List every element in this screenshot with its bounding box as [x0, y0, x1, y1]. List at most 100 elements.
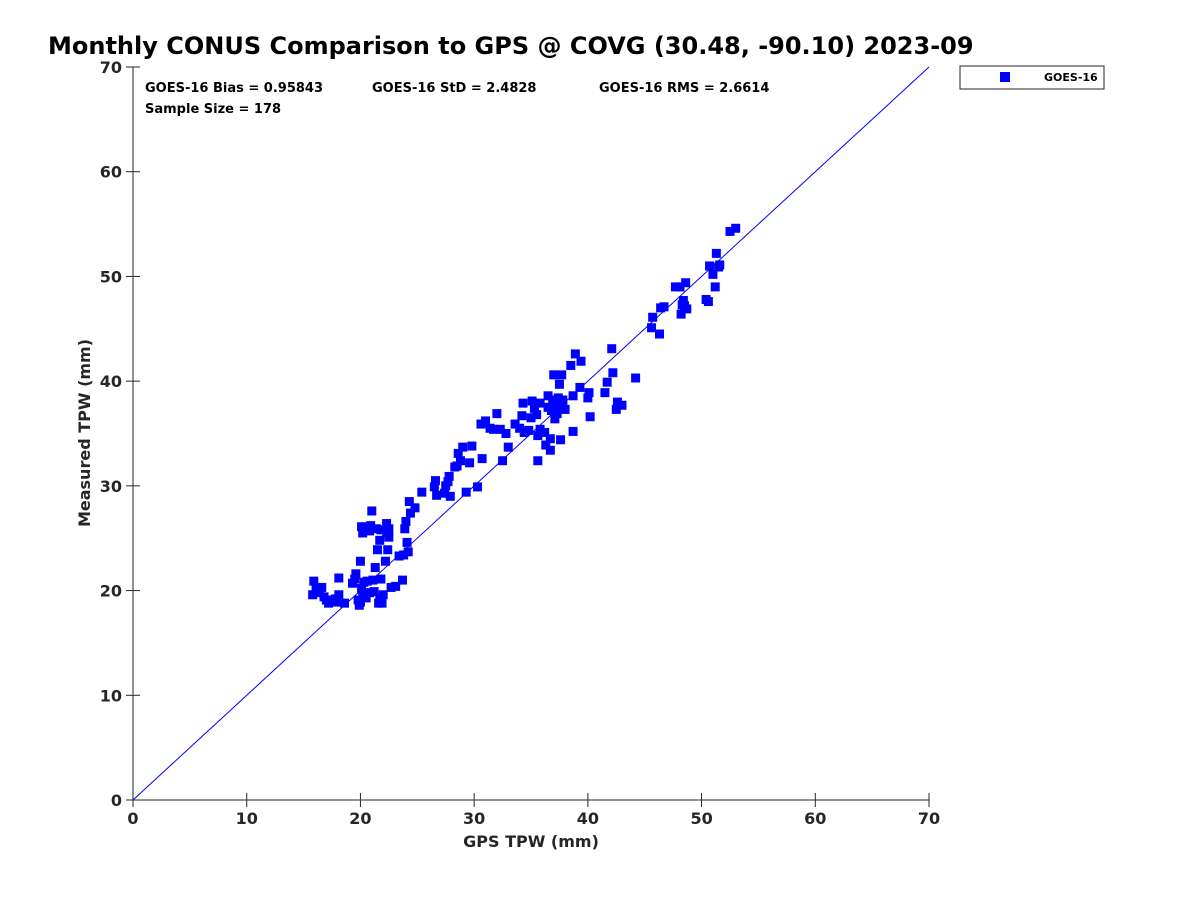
data-point: [309, 576, 319, 586]
data-point: [583, 393, 593, 403]
axis-ticks: 0 10 20 30 40 50 60 70 0 10 20 30 40 50 60 70: [100, 58, 940, 828]
data-point: [417, 487, 427, 497]
data-point: [648, 312, 658, 322]
data-point: [552, 409, 562, 419]
data-point: [631, 373, 641, 383]
data-point: [710, 282, 720, 292]
data-point: [308, 590, 318, 600]
x-tick-label: 50: [690, 809, 712, 828]
data-point: [365, 526, 375, 536]
data-point: [357, 583, 367, 593]
data-point: [647, 323, 657, 333]
y-tick-label: 50: [100, 267, 122, 286]
data-point: [404, 497, 414, 507]
sample-size-annotation: Sample Size = 178: [145, 102, 281, 117]
data-point: [382, 519, 392, 529]
data-point: [465, 458, 475, 468]
legend-marker: [1000, 72, 1010, 82]
data-point: [355, 597, 365, 607]
data-point: [557, 370, 567, 380]
x-tick-label: 20: [349, 809, 371, 828]
y-tick-label: 10: [100, 686, 122, 705]
data-point: [725, 226, 735, 236]
data-point: [371, 524, 381, 534]
data-point: [391, 581, 401, 591]
data-point: [401, 516, 411, 526]
data-point: [527, 396, 537, 406]
data-points: [308, 223, 741, 610]
y-tick-label: 70: [100, 58, 122, 77]
data-point: [477, 454, 487, 464]
chart-title: Monthly CONUS Comparison to GPS @ COVG (…: [48, 32, 974, 60]
data-point: [405, 508, 415, 518]
data-point: [566, 360, 576, 370]
data-point: [576, 356, 586, 366]
data-point: [617, 400, 627, 410]
data-point: [608, 368, 618, 378]
data-point: [524, 425, 534, 435]
data-point: [715, 260, 725, 270]
data-point: [384, 532, 394, 542]
data-point: [659, 302, 669, 312]
data-point: [607, 344, 617, 354]
data-point: [708, 269, 718, 279]
data-point: [380, 556, 390, 566]
data-point: [461, 487, 471, 497]
y-tick-label: 40: [100, 372, 122, 391]
data-point: [365, 588, 375, 598]
data-point: [384, 524, 394, 534]
data-point: [611, 404, 621, 414]
data-point: [334, 573, 344, 583]
data-point: [703, 297, 713, 307]
x-tick-label: 30: [463, 809, 485, 828]
data-point: [444, 471, 454, 481]
data-point: [394, 551, 404, 561]
legend-label: GOES-16: [1044, 71, 1098, 84]
std-annotation: GOES-16 StD = 2.4828: [372, 81, 536, 96]
data-point: [366, 521, 376, 531]
data-point: [518, 398, 528, 408]
data-point: [543, 391, 553, 401]
data-point: [440, 488, 450, 498]
data-point: [498, 456, 508, 466]
data-point: [370, 563, 380, 573]
data-point: [585, 412, 595, 422]
data-point: [430, 476, 440, 486]
data-point: [526, 413, 536, 423]
data-point: [570, 349, 580, 359]
y-tick-label: 20: [100, 582, 122, 601]
x-tick-label: 0: [127, 809, 138, 828]
data-point: [334, 590, 344, 600]
data-point: [398, 575, 408, 585]
data-point: [467, 441, 477, 451]
data-point: [533, 456, 543, 466]
data-point: [654, 329, 664, 339]
data-point: [535, 398, 545, 408]
bias-annotation: GOES-16 Bias = 0.95843: [145, 81, 323, 96]
data-point: [670, 282, 680, 292]
data-point: [432, 490, 442, 500]
data-point: [568, 426, 578, 436]
data-point: [681, 278, 691, 288]
data-point: [350, 574, 360, 584]
x-tick-label: 10: [236, 809, 258, 828]
data-point: [458, 442, 468, 452]
rms-annotation: GOES-16 RMS = 2.6614: [599, 81, 769, 96]
data-point: [368, 575, 378, 585]
data-point: [455, 456, 465, 466]
data-point: [386, 582, 396, 592]
data-point: [481, 416, 491, 426]
data-point: [550, 414, 560, 424]
data-point: [705, 261, 715, 271]
data-point: [361, 593, 371, 603]
data-point: [333, 597, 343, 607]
data-point: [383, 545, 393, 555]
y-axis-label: Measured TPW (mm): [75, 339, 94, 527]
data-point: [540, 427, 550, 437]
data-point: [548, 395, 558, 405]
data-point: [314, 588, 324, 598]
data-point: [553, 393, 563, 403]
data-point: [369, 587, 379, 597]
data-point: [546, 405, 556, 415]
data-point: [375, 535, 385, 545]
